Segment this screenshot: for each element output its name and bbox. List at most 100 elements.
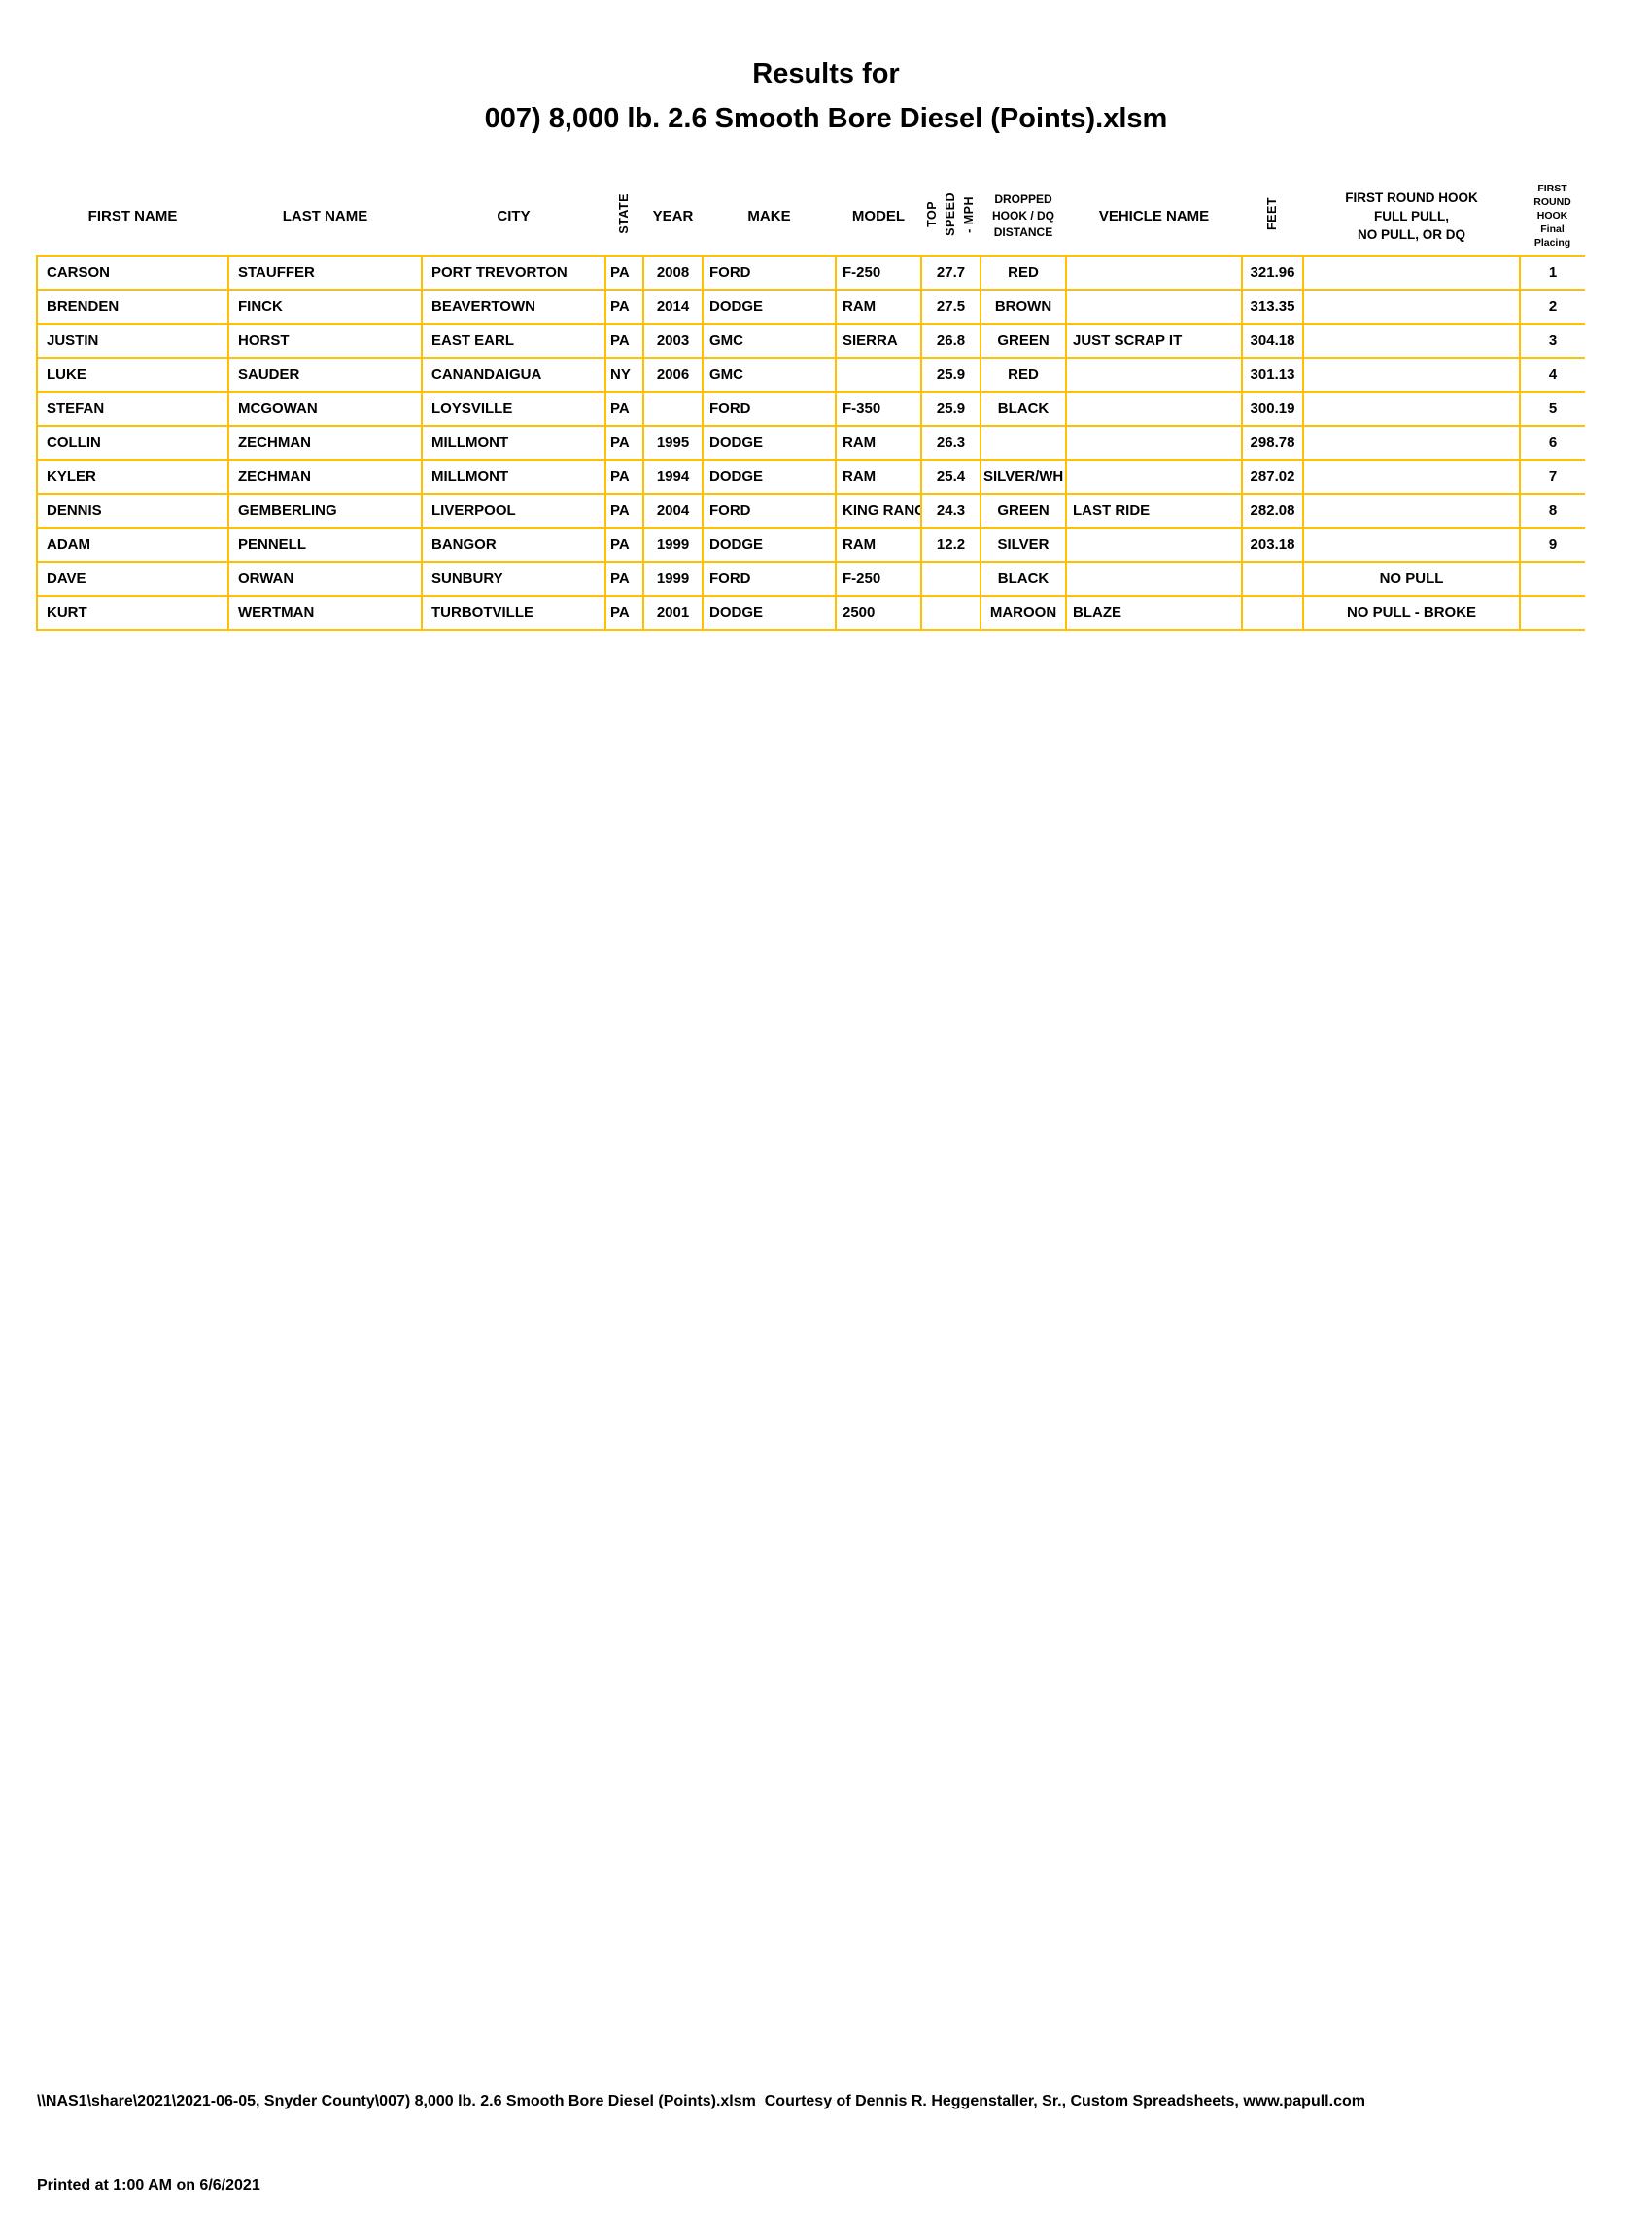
- cell-first-round-placing: [1519, 561, 1585, 597]
- cell-feet: 301.13: [1241, 357, 1304, 393]
- cell-make: FORD: [702, 493, 837, 529]
- cell-last-name: ZECHMAN: [227, 459, 423, 495]
- cell-dropped-hook: GREEN: [980, 493, 1067, 529]
- col-header-first-round-result: FIRST ROUND HOOK FULL PULL, NO PULL, OR …: [1345, 189, 1478, 242]
- cell-feet: [1241, 561, 1304, 597]
- cell-first-round-result: [1302, 493, 1521, 529]
- cell-make: GMC: [702, 323, 837, 359]
- cell-make: DODGE: [702, 459, 837, 495]
- report-title-line1: Results for: [752, 58, 900, 89]
- cell-feet: 203.18: [1241, 527, 1304, 563]
- cell-city: LIVERPOOL: [421, 493, 606, 529]
- cell-first-round-result: [1302, 459, 1521, 495]
- cell-first-name: DAVE: [36, 561, 229, 597]
- cell-state: PA: [604, 595, 644, 631]
- cell-year: [642, 391, 704, 427]
- cell-city: BEAVERTOWN: [421, 289, 606, 325]
- cell-model: F-250: [835, 561, 922, 597]
- col-header-first-name: FIRST NAME: [87, 207, 178, 224]
- cell-state: NY: [604, 357, 644, 393]
- footer-file-path: \\NAS1\share\2021\2021-06-05, Snyder Cou…: [37, 2093, 1365, 2109]
- cell-vehicle-name: [1065, 357, 1243, 393]
- cell-year: 2006: [642, 357, 704, 393]
- cell-top-speed: 25.9: [920, 357, 981, 393]
- cell-feet: 313.35: [1241, 289, 1304, 325]
- table-row: JUSTIN HORST EAST EARL PA 2003 GMC SIERR…: [36, 323, 1585, 359]
- col-header-top-speed: TOP SPEED - MPH: [921, 177, 981, 256]
- cell-first-name: DENNIS: [36, 493, 229, 529]
- cell-city: EAST EARL: [421, 323, 606, 359]
- cell-first-round-placing: 2: [1519, 289, 1585, 325]
- cell-state: PA: [604, 255, 644, 291]
- cell-first-round-placing: 9: [1519, 527, 1585, 563]
- cell-top-speed: 26.3: [920, 425, 981, 461]
- cell-top-speed: 26.8: [920, 323, 981, 359]
- cell-state: PA: [604, 289, 644, 325]
- col-header-model: MODEL: [851, 207, 906, 224]
- col-header-state-label: STATE: [617, 193, 631, 234]
- cell-model: SIERRA: [835, 323, 922, 359]
- cell-model: KING RANC: [835, 493, 922, 529]
- cell-first-round-placing: 6: [1519, 425, 1585, 461]
- cell-first-round-result: [1302, 255, 1521, 291]
- cell-make: FORD: [702, 391, 837, 427]
- table-row: KURT WERTMAN TURBOTVILLE PA 2001 DODGE 2…: [36, 595, 1585, 631]
- report-title: Results for 007) 8,000 lb. 2.6 Smooth Bo…: [36, 58, 1616, 135]
- cell-first-round-result: NO PULL: [1302, 561, 1521, 597]
- cell-first-round-placing: 4: [1519, 357, 1585, 393]
- cell-vehicle-name: [1065, 527, 1243, 563]
- table-row: CARSON STAUFFER PORT TREVORTON PA 2008 F…: [36, 255, 1585, 291]
- cell-first-round-result: [1302, 425, 1521, 461]
- cell-dropped-hook: GREEN: [980, 323, 1067, 359]
- cell-vehicle-name: LAST RIDE: [1065, 493, 1243, 529]
- cell-top-speed: 25.9: [920, 391, 981, 427]
- report-title-filename: 007) 8,000 lb. 2.6 Smooth Bore Diesel (P…: [484, 103, 1168, 134]
- cell-first-name: CARSON: [36, 255, 229, 291]
- cell-model: [835, 357, 922, 393]
- cell-vehicle-name: [1065, 255, 1243, 291]
- table-row: LUKE SAUDER CANANDAIGUA NY 2006 GMC 25.9…: [36, 357, 1585, 393]
- footer-printed-timestamp: Printed at 1:00 AM on 6/6/2021: [37, 2177, 260, 2194]
- cell-first-round-placing: [1519, 595, 1585, 631]
- cell-first-round-result: NO PULL - BROKE: [1302, 595, 1521, 631]
- cell-make: GMC: [702, 357, 837, 393]
- cell-dropped-hook: BLACK: [980, 391, 1067, 427]
- cell-last-name: SAUDER: [227, 357, 423, 393]
- report-footer: \\NAS1\share\2021\2021-06-05, Snyder Cou…: [37, 2031, 1611, 2228]
- cell-year: 1999: [642, 561, 704, 597]
- cell-dropped-hook: SILVER/WH: [980, 459, 1067, 495]
- printed-spreadsheet-page: { "page": { "title_line1": "Results for"…: [36, 58, 1616, 2194]
- cell-state: PA: [604, 323, 644, 359]
- cell-dropped-hook: BLACK: [980, 561, 1067, 597]
- cell-year: 1994: [642, 459, 704, 495]
- cell-state: PA: [604, 425, 644, 461]
- cell-state: PA: [604, 527, 644, 563]
- table-row: DENNIS GEMBERLING LIVERPOOL PA 2004 FORD…: [36, 493, 1585, 529]
- cell-first-round-result: [1302, 357, 1521, 393]
- col-header-feet-label: FEET: [1265, 197, 1279, 230]
- cell-dropped-hook: RED: [980, 255, 1067, 291]
- cell-feet: 300.19: [1241, 391, 1304, 427]
- cell-last-name: HORST: [227, 323, 423, 359]
- cell-model: RAM: [835, 425, 922, 461]
- cell-vehicle-name: [1065, 561, 1243, 597]
- cell-year: 2004: [642, 493, 704, 529]
- cell-first-round-placing: 8: [1519, 493, 1585, 529]
- cell-dropped-hook: [980, 425, 1067, 461]
- cell-city: TURBOTVILLE: [421, 595, 606, 631]
- col-header-make: MAKE: [747, 207, 791, 224]
- cell-vehicle-name: [1065, 459, 1243, 495]
- cell-vehicle-name: [1065, 425, 1243, 461]
- results-table: FIRST NAME LAST NAME CITY STATE YEAR MAK…: [36, 177, 1585, 631]
- cell-top-speed: 27.7: [920, 255, 981, 291]
- cell-year: 1999: [642, 527, 704, 563]
- col-header-first-round-placing: FIRST ROUND HOOK Final Placing: [1533, 183, 1571, 249]
- col-header-feet: FEET: [1242, 177, 1303, 256]
- cell-city: BANGOR: [421, 527, 606, 563]
- cell-feet: 321.96: [1241, 255, 1304, 291]
- cell-city: LOYSVILLE: [421, 391, 606, 427]
- cell-feet: 298.78: [1241, 425, 1304, 461]
- results-table-header: FIRST NAME LAST NAME CITY STATE YEAR MAK…: [37, 177, 1585, 256]
- cell-top-speed: 25.4: [920, 459, 981, 495]
- cell-dropped-hook: SILVER: [980, 527, 1067, 563]
